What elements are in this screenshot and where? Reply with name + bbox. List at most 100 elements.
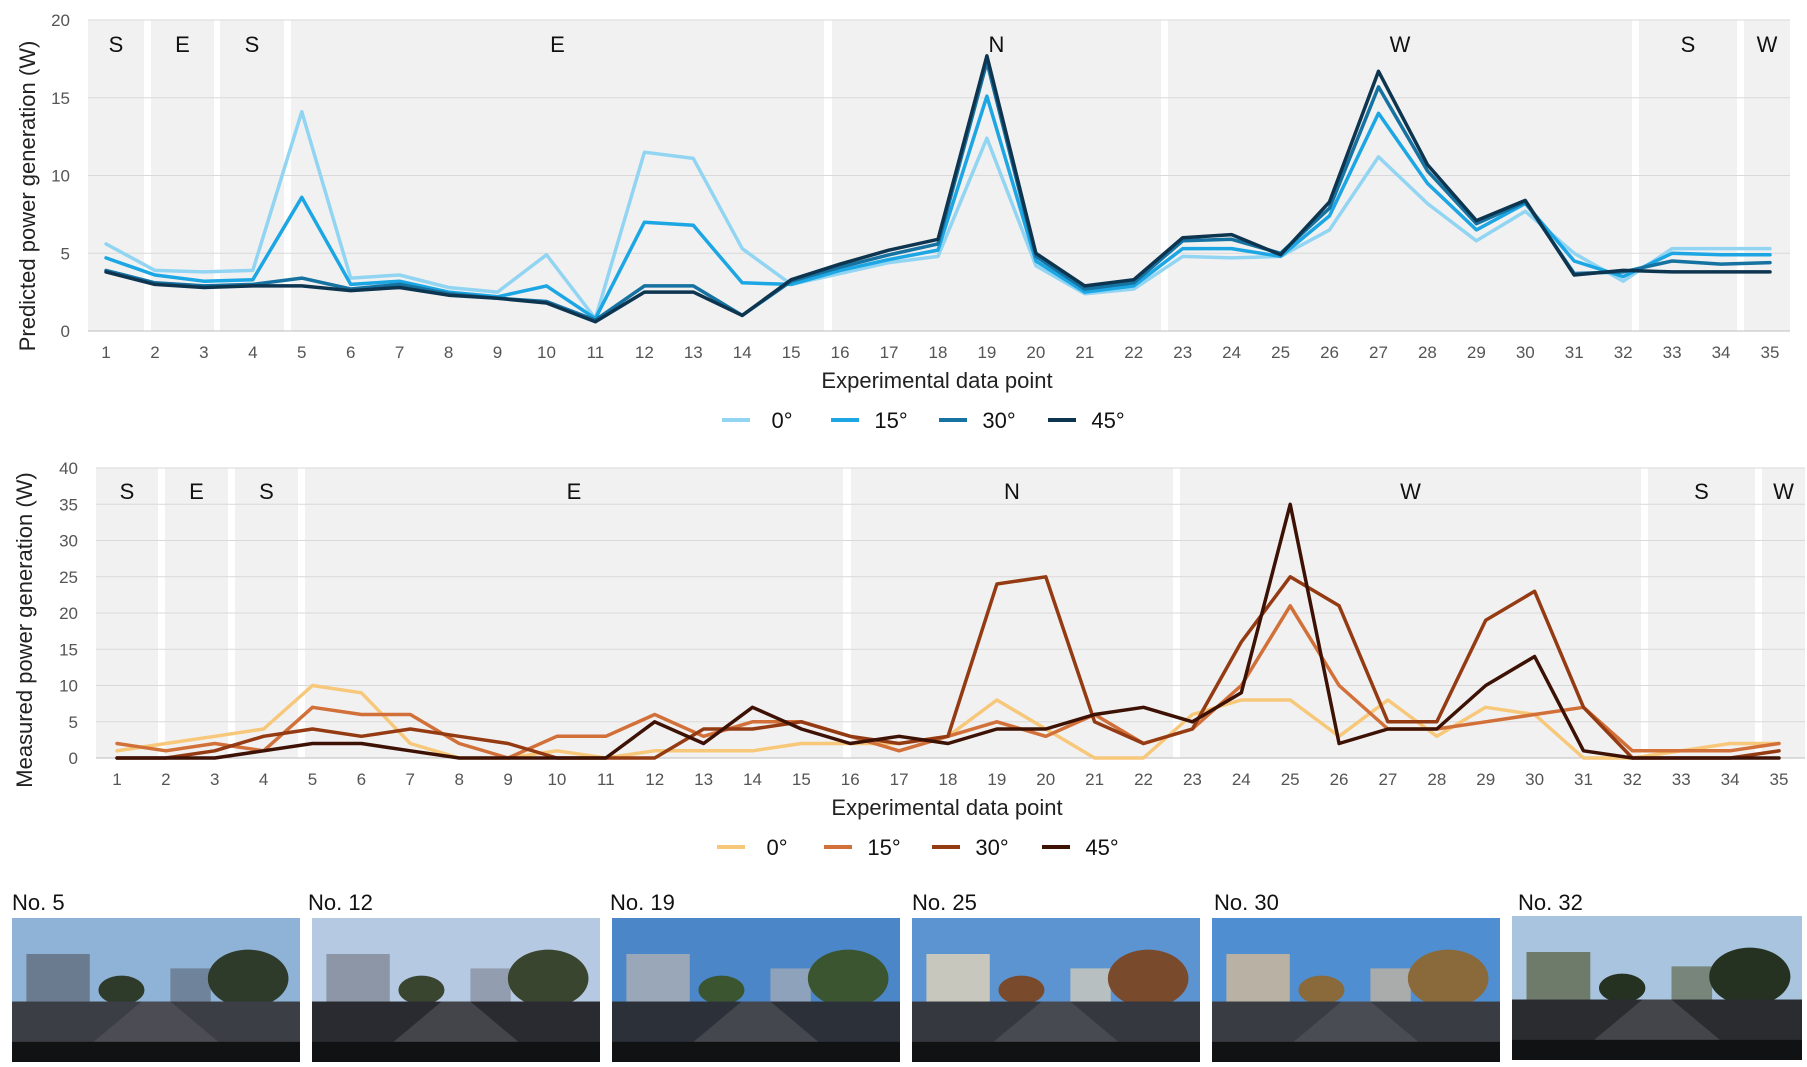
direction-label: S [1694, 479, 1709, 504]
y-tick-label: 10 [51, 167, 70, 186]
direction-label: N [1004, 479, 1020, 504]
legend-label: 15° [867, 835, 900, 860]
x-tick-label: 5 [308, 770, 317, 789]
x-tick-label: 1 [101, 343, 110, 362]
x-tick-label: 12 [635, 343, 654, 362]
direction-label: E [550, 32, 565, 57]
x-tick-label: 34 [1712, 343, 1731, 362]
direction-label: E [175, 32, 190, 57]
x-tick-label: 3 [210, 770, 219, 789]
x-tick-label: 29 [1467, 343, 1486, 362]
thumbnail-label: No. 19 [610, 890, 675, 915]
x-tick-label: 28 [1427, 770, 1446, 789]
x-tick-label: 15 [792, 770, 811, 789]
thumbnail-photo [1212, 918, 1500, 1062]
direction-label: E [567, 479, 582, 504]
direction-label: W [1400, 479, 1421, 504]
thumbnail-label: No. 30 [1214, 890, 1279, 915]
x-tick-label: 10 [547, 770, 566, 789]
x-tick-label: 35 [1770, 770, 1789, 789]
x-axis-label: Experimental data point [831, 795, 1062, 820]
x-tick-label: 11 [587, 343, 605, 362]
x-tick-label: 8 [454, 770, 463, 789]
thumbnail-label: No. 32 [1518, 890, 1583, 915]
x-tick-label: 31 [1574, 770, 1593, 789]
series-line [104, 94, 1772, 321]
x-tick-label: 8 [444, 343, 453, 362]
x-tick-label: 16 [831, 343, 850, 362]
x-tick-label: 25 [1281, 770, 1300, 789]
y-tick-label: 10 [59, 677, 78, 696]
direction-label: W [1773, 479, 1794, 504]
direction-label: S [259, 479, 274, 504]
x-tick-label: 24 [1222, 343, 1241, 362]
x-tick-label: 4 [248, 343, 257, 362]
y-tick-label: 0 [69, 749, 78, 768]
x-tick-label: 2 [150, 343, 159, 362]
y-tick-label: 15 [51, 89, 70, 108]
series-line [104, 54, 1772, 324]
direction-label: S [120, 479, 135, 504]
direction-label: S [109, 32, 124, 57]
x-tick-label: 18 [939, 770, 958, 789]
y-tick-label: 30 [59, 532, 78, 551]
y-tick-label: 0 [61, 322, 70, 341]
legend-label: 0° [766, 835, 787, 860]
thumbnail-photo [912, 918, 1200, 1062]
legend-label: 30° [975, 835, 1008, 860]
y-tick-label: 20 [59, 604, 78, 623]
x-tick-label: 20 [1026, 343, 1045, 362]
x-tick-label: 21 [1085, 770, 1104, 789]
direction-label: S [1681, 32, 1696, 57]
x-tick-label: 28 [1418, 343, 1437, 362]
x-tick-label: 26 [1330, 770, 1349, 789]
x-tick-label: 6 [346, 343, 355, 362]
x-tick-label: 10 [537, 343, 556, 362]
series-line [115, 575, 1781, 760]
x-tick-label: 4 [259, 770, 268, 789]
legend-label: 45° [1085, 835, 1118, 860]
legend-label: 15° [874, 408, 907, 433]
x-tick-label: 25 [1271, 343, 1290, 362]
y-tick-label: 20 [51, 11, 70, 30]
x-tick-label: 32 [1623, 770, 1642, 789]
x-tick-label: 17 [880, 343, 899, 362]
x-tick-label: 22 [1124, 343, 1143, 362]
thumbnail-photo [12, 918, 300, 1062]
x-axis-label: Experimental data point [821, 368, 1052, 393]
x-tick-label: 23 [1173, 343, 1192, 362]
x-tick-label: 14 [743, 770, 762, 789]
y-axis-label: Predicted power generation (W) [15, 41, 40, 352]
legend-label: 0° [771, 408, 792, 433]
x-tick-label: 7 [395, 343, 404, 362]
x-tick-label: 31 [1565, 343, 1584, 362]
x-tick-label: 20 [1036, 770, 1055, 789]
x-tick-label: 22 [1134, 770, 1153, 789]
thumbnail-photo [312, 918, 600, 1062]
x-tick-label: 29 [1476, 770, 1495, 789]
x-tick-label: 18 [929, 343, 948, 362]
x-tick-label: 35 [1761, 343, 1780, 362]
thumbnail-label: No. 25 [912, 890, 977, 915]
direction-label: W [1757, 32, 1778, 57]
x-tick-label: 19 [987, 770, 1006, 789]
x-tick-label: 14 [733, 343, 752, 362]
x-tick-label: 7 [406, 770, 415, 789]
y-tick-label: 5 [69, 713, 78, 732]
x-tick-label: 27 [1378, 770, 1397, 789]
series-line [104, 109, 1772, 321]
x-tick-label: 6 [357, 770, 366, 789]
x-tick-label: 13 [684, 343, 703, 362]
thumbnail-photo [1512, 916, 1802, 1060]
direction-label: N [989, 32, 1005, 57]
x-tick-label: 9 [493, 343, 502, 362]
x-tick-label: 3 [199, 343, 208, 362]
x-tick-label: 17 [890, 770, 909, 789]
x-tick-label: 1 [112, 770, 121, 789]
x-tick-label: 15 [782, 343, 801, 362]
legend-label: 45° [1091, 408, 1124, 433]
y-tick-label: 5 [61, 244, 70, 263]
x-tick-label: 24 [1232, 770, 1251, 789]
